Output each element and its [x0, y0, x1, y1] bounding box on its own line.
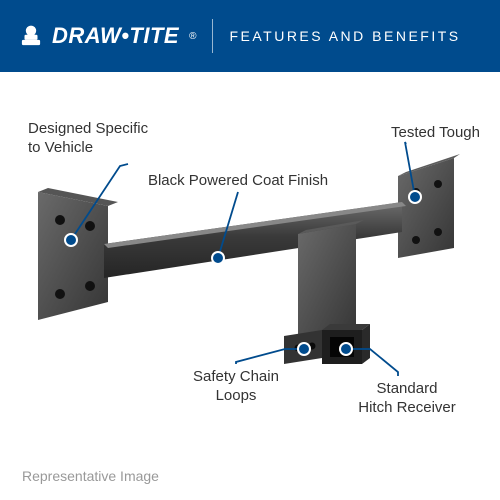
registered-mark: ® — [189, 31, 196, 42]
callout-c5: StandardHitch Receiver — [332, 380, 482, 418]
header-divider — [212, 19, 213, 53]
callout-c2: Black Powered Coat Finish — [118, 172, 358, 191]
header-bar: DRAW•TITE ® FEATURES AND BENEFITS — [0, 0, 500, 72]
dot-c5 — [340, 343, 352, 355]
header-subtitle: FEATURES AND BENEFITS — [229, 28, 460, 44]
dot-c2 — [212, 252, 224, 264]
logo-text: DRAW•TITE — [52, 23, 179, 49]
dot-c1 — [65, 234, 77, 246]
callout-c4: Safety ChainLoops — [176, 368, 296, 406]
dot-c4 — [298, 343, 310, 355]
footer-note: Representative Image — [22, 468, 159, 484]
right-bracket — [398, 154, 460, 258]
cross-bar — [104, 202, 406, 278]
hitch-ball-icon — [18, 23, 44, 49]
callout-c1: Designed Specificto Vehicle — [28, 120, 188, 158]
callout-c3: Tested Tough — [340, 124, 480, 143]
brand-logo: DRAW•TITE ® — [18, 23, 196, 49]
dot-c3 — [409, 191, 421, 203]
diagram-stage: Designed Specificto Vehicle Black Powered… — [0, 72, 500, 500]
